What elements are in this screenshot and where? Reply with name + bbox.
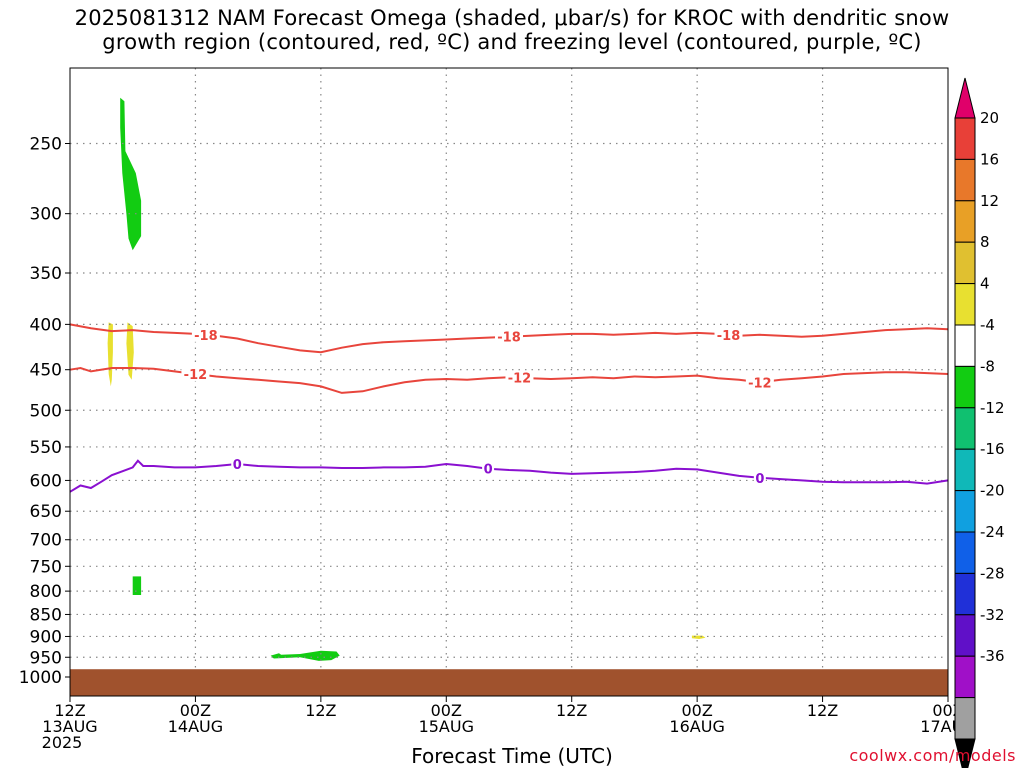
omega-region-3 bbox=[132, 576, 142, 595]
xtick-label-0-1: 13AUG bbox=[42, 717, 97, 736]
colorbar-label-9: -20 bbox=[980, 482, 1005, 500]
colorbar-band-7 bbox=[954, 365, 976, 409]
contour-label-bg-1-2 bbox=[745, 375, 774, 390]
xtick-label-60-0: 00Z bbox=[681, 701, 712, 720]
ytick-label-900: 900 bbox=[30, 627, 62, 647]
contour-label-bg-2-2 bbox=[753, 470, 766, 485]
colorbar-label-3: 8 bbox=[980, 233, 990, 251]
source-credit: coolwx.com/models bbox=[849, 746, 1016, 765]
colorbar-band-6 bbox=[954, 324, 976, 367]
xtick-label-0-2: 2025 bbox=[42, 733, 83, 752]
colorbar-band-14 bbox=[954, 655, 976, 699]
colorbar-label-12: -32 bbox=[980, 606, 1005, 624]
xtick-label-72-0: 12Z bbox=[807, 701, 838, 720]
chart-title: 2025081312 NAM Forecast Omega (shaded, μ… bbox=[0, 6, 1024, 54]
xtick-label-12-1: 14AUG bbox=[168, 717, 223, 736]
colorbar-tip-top bbox=[954, 77, 976, 119]
contour-label-bg-0-2 bbox=[714, 327, 743, 342]
colorbar-band-3 bbox=[954, 200, 976, 243]
colorbar-band-8 bbox=[954, 407, 976, 450]
contour-label-1-0: -12 bbox=[184, 368, 208, 383]
ytick-label-350: 350 bbox=[30, 264, 62, 284]
colorbar-band-10 bbox=[954, 490, 976, 533]
colorbar-band-9 bbox=[954, 448, 976, 492]
contour-label-2-2: 0 bbox=[755, 472, 764, 487]
contour-label-bg-1-0 bbox=[181, 366, 210, 381]
colorbar-label-11: -28 bbox=[980, 564, 1005, 582]
contour-label-0-2: -18 bbox=[717, 329, 741, 344]
contour-label-0-0: -18 bbox=[194, 329, 218, 344]
ytick-label-800: 800 bbox=[30, 582, 62, 602]
contour-label-2-1: 0 bbox=[484, 463, 493, 478]
contour-line-0 bbox=[69, 459, 949, 493]
omega-region-1 bbox=[107, 322, 113, 387]
ytick-label-650: 650 bbox=[30, 502, 62, 522]
ytick-label-500: 500 bbox=[30, 401, 62, 421]
terrain-layer bbox=[70, 669, 948, 696]
colorbar-band-15 bbox=[954, 697, 976, 740]
contour-label-1-1: -12 bbox=[508, 372, 532, 387]
colorbar-band-5 bbox=[954, 283, 976, 326]
colorbar-label-5: -4 bbox=[980, 316, 995, 334]
colorbar-band-11 bbox=[954, 531, 976, 574]
colorbar-tip-bottom bbox=[954, 738, 976, 768]
omega-shading-layer bbox=[107, 97, 706, 661]
grid-lines bbox=[70, 68, 948, 696]
title-line-2: growth region (contoured, red, ºC) and f… bbox=[102, 30, 922, 54]
contour-label-bg-1-1 bbox=[505, 370, 534, 385]
colorbar-band-1 bbox=[954, 117, 976, 160]
plot-frame bbox=[69, 67, 949, 697]
contour-label-bg-0-0 bbox=[191, 327, 220, 342]
ytick-label-300: 300 bbox=[30, 205, 62, 225]
title-line-1: 2025081312 NAM Forecast Omega (shaded, μ… bbox=[74, 6, 950, 30]
xtick-label-48-0: 12Z bbox=[556, 701, 587, 720]
ytick-label-250: 250 bbox=[30, 135, 62, 155]
colorbar-label-8: -16 bbox=[980, 440, 1005, 458]
contour-label-bg-2-1 bbox=[482, 461, 495, 476]
xtick-label-0-0: 12Z bbox=[54, 701, 85, 720]
colorbar-label-13: -36 bbox=[980, 647, 1005, 665]
colorbar-label-4: 4 bbox=[980, 275, 990, 293]
omega-region-0 bbox=[120, 97, 142, 251]
axes-layer: 2503003504004505005506006507007508008509… bbox=[19, 67, 976, 752]
colorbar-band-2 bbox=[954, 158, 976, 202]
contour-label-bg-0-1 bbox=[495, 329, 523, 344]
colorbar-band-13 bbox=[954, 614, 976, 657]
terrain-fill bbox=[70, 669, 948, 696]
ytick-label-1000: 1000 bbox=[19, 668, 62, 688]
ytick-label-450: 450 bbox=[30, 361, 62, 381]
xtick-label-12-0: 00Z bbox=[180, 701, 211, 720]
ytick-label-600: 600 bbox=[30, 471, 62, 491]
ytick-label-550: 550 bbox=[30, 438, 62, 458]
ytick-label-750: 750 bbox=[30, 557, 62, 577]
colorbar: 20 16 12 8 4 -4 -8 -12 -16 -20 -24 -28 -32 -36 bbox=[954, 77, 1005, 768]
contour-layer: -18 -18 -18 -12 -12 -12 0 0 0 bbox=[69, 323, 949, 493]
omega-region-4 bbox=[270, 650, 340, 661]
contour-label-0-1: -18 bbox=[497, 331, 521, 346]
ytick-label-700: 700 bbox=[30, 531, 62, 551]
xtick-label-60-1: 16AUG bbox=[669, 717, 724, 736]
colorbar-label-0: 20 bbox=[980, 109, 999, 127]
ytick-label-850: 850 bbox=[30, 605, 62, 625]
colorbar-label-2: 12 bbox=[980, 192, 999, 210]
contour-label-1-2: -12 bbox=[748, 376, 772, 391]
ytick-label-950: 950 bbox=[30, 648, 62, 668]
colorbar-label-10: -24 bbox=[980, 523, 1005, 541]
colorbar-label-6: -8 bbox=[980, 357, 995, 375]
contour-label-2-0: 0 bbox=[233, 458, 242, 473]
ytick-label-400: 400 bbox=[30, 315, 62, 335]
xtick-label-36-0: 00Z bbox=[431, 701, 462, 720]
xtick-label-24-0: 12Z bbox=[305, 701, 336, 720]
colorbar-band-4 bbox=[954, 241, 976, 285]
colorbar-label-1: 16 bbox=[980, 150, 999, 168]
colorbar-band-12 bbox=[954, 572, 976, 616]
omega-region-2 bbox=[126, 322, 134, 380]
omega-region-5 bbox=[691, 635, 706, 639]
colorbar-label-7: -12 bbox=[980, 399, 1005, 417]
xtick-label-36-1: 15AUG bbox=[419, 717, 474, 736]
x-axis-label: Forecast Time (UTC) bbox=[411, 744, 613, 768]
contour-label-bg-2-0 bbox=[231, 457, 244, 472]
